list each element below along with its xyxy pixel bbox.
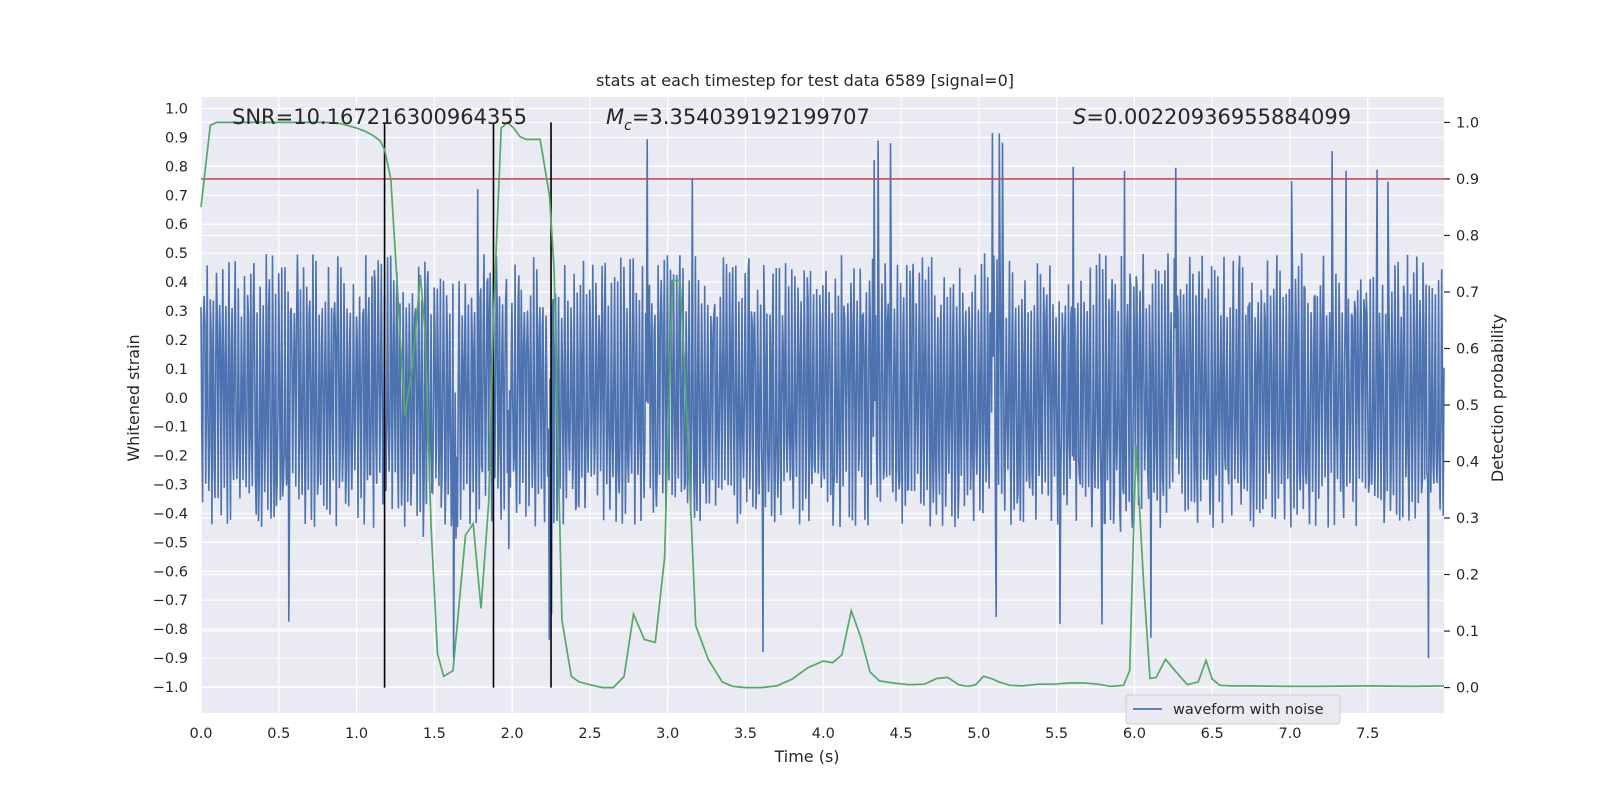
legend: waveform with noise	[1125, 694, 1341, 725]
x-tick-label: 6.0	[1123, 726, 1146, 742]
s-statistic-value: =0.00220936955884099	[1086, 105, 1351, 129]
chirp-mass-subscript: c	[624, 118, 632, 134]
x-tick-label: 3.5	[734, 726, 757, 742]
y-right-tick-label: 1.0	[1456, 115, 1479, 131]
y-left-tick-label: 0.5	[165, 246, 188, 262]
s-statistic-annotation: S=0.00220936955884099	[1073, 105, 1351, 129]
x-tick-label: 5.5	[1045, 726, 1068, 742]
y-right-tick-label: 0.3	[1456, 511, 1479, 527]
y-axis-left-label: Whitened strain	[124, 334, 143, 461]
y-left-tick-label: 1.0	[165, 102, 188, 118]
y-right-tick-label: 0.6	[1456, 341, 1479, 357]
legend-box	[1125, 694, 1341, 725]
chirp-mass-value: =3.354039192199707	[632, 105, 870, 129]
waveform-with-noise-series	[200, 132, 1445, 659]
x-tick-label: 7.0	[1278, 726, 1301, 742]
chart-title: stats at each timestep for test data 658…	[596, 71, 1014, 90]
y-right-tick-label: 0.5	[1456, 398, 1479, 414]
x-axis-label: Time (s)	[773, 747, 839, 766]
x-tick-label: 0.5	[267, 726, 290, 742]
legend-label-waveform: waveform with noise	[1173, 702, 1324, 718]
y-right-tick-label: 0.9	[1456, 172, 1479, 188]
chirp-mass-annotation: Mc=3.354039192199707	[606, 105, 870, 134]
x-tick-label: 6.5	[1201, 726, 1224, 742]
y-left-tick-label: 0.6	[165, 217, 188, 233]
y-left-tick-label: 0.8	[165, 159, 188, 175]
y-left-tick-label: −0.1	[153, 420, 188, 436]
x-tick-label: 1.5	[423, 726, 446, 742]
y-left-tick-label: 0.9	[165, 130, 188, 146]
y-left-tick-label: 0.1	[165, 362, 188, 378]
y-left-tick-label: −0.4	[153, 506, 188, 522]
x-tick-label: 2.0	[501, 726, 524, 742]
x-axis: 0.0 0.5 1.0 1.5 2.0 2.5 3.0 3.5 4.0 4.5 5.0 5.5 6.0 6…	[189, 726, 1379, 742]
y-left-tick-label: −0.3	[153, 478, 188, 494]
y-right-tick-label: 0.2	[1456, 568, 1479, 584]
y-left-tick-label: −0.9	[153, 651, 188, 667]
snr-annotation: SNR=10.167216300964355	[232, 105, 527, 129]
s-statistic-symbol: S	[1073, 105, 1086, 129]
y-left-tick-label: −0.5	[153, 535, 188, 551]
x-tick-label: 5.0	[967, 726, 990, 742]
y-left-tick-label: 0.0	[165, 391, 188, 407]
x-tick-label: 1.0	[345, 726, 368, 742]
x-tick-label: 4.5	[890, 726, 913, 742]
x-tick-label: 3.0	[656, 726, 679, 742]
x-tick-label: 4.0	[812, 726, 835, 742]
y-axis-left: 1.0 0.9 0.8 0.7 0.6 0.5 0.4 0.3 0.2 0.1 0.0 −0.1 −0.…	[153, 102, 188, 696]
x-tick-label: 2.5	[578, 726, 601, 742]
x-tick-label: 7.5	[1356, 726, 1379, 742]
y-right-tick-label: 0.1	[1456, 624, 1479, 640]
y-left-tick-label: 0.3	[165, 304, 188, 320]
detection-probability-series	[200, 121, 1445, 689]
y-left-tick-label: −0.7	[153, 593, 188, 609]
y-right-tick-label: 0.0	[1456, 681, 1479, 697]
y-left-tick-label: −0.8	[153, 622, 188, 638]
detection-probability-line	[200, 121, 1445, 689]
y-right-tick-label: 0.7	[1456, 285, 1479, 301]
x-tick-label: 0.0	[189, 726, 212, 742]
y-left-tick-label: −0.2	[153, 449, 188, 465]
y-left-tick-label: −1.0	[153, 680, 188, 696]
y-right-tick-label: 0.4	[1456, 455, 1479, 471]
y-left-tick-label: 0.4	[165, 275, 188, 291]
y-axis-right: 1.0 0.9 0.8 0.7 0.6 0.5 0.4 0.3 0.2 0.1 0.0	[1444, 115, 1479, 697]
y-axis-right-label: Detection probability	[1488, 314, 1507, 482]
y-left-tick-label: −0.6	[153, 564, 188, 580]
y-left-tick-label: 0.7	[165, 188, 188, 204]
chirp-mass-symbol: M	[606, 105, 624, 129]
y-right-tick-label: 0.8	[1456, 228, 1479, 244]
waveform-line	[200, 132, 1445, 659]
y-left-tick-label: 0.2	[165, 333, 188, 349]
